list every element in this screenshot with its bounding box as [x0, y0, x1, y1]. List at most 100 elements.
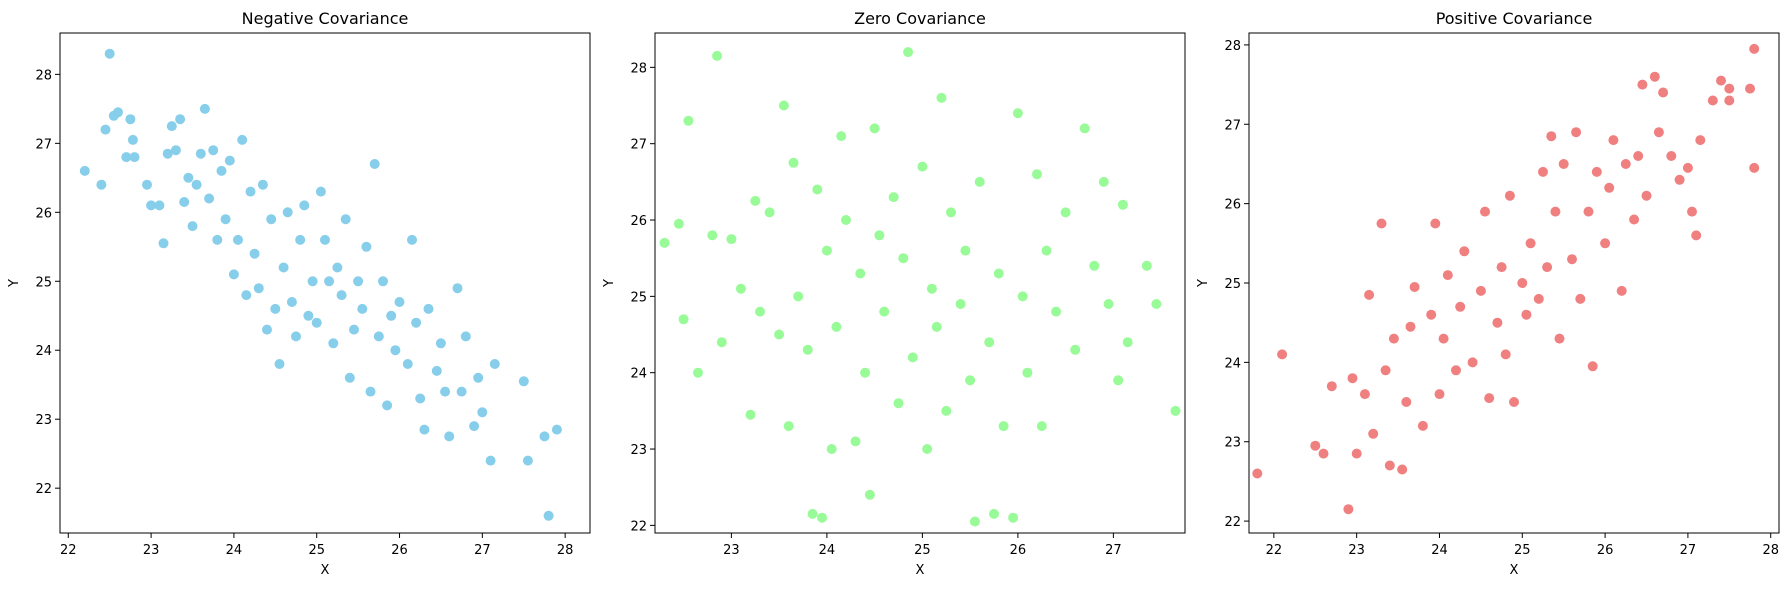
y-tick-label: 22: [630, 519, 647, 534]
subplot-positive-covariance: Positive Covariance 22 23 24 25 26 27 28 22 23 24…: [1196, 9, 1780, 578]
scatter-point: [208, 145, 219, 156]
scatter-point: [378, 276, 388, 287]
scatter-point: [456, 386, 467, 397]
scatter-point: [931, 321, 942, 332]
scatter-point: [774, 329, 785, 340]
scatter-point: [821, 245, 832, 256]
scatter-point: [1347, 373, 1358, 384]
x-tick-label: 23: [723, 543, 740, 558]
scatter-point: [431, 365, 442, 376]
x-tick-label: 24: [226, 543, 243, 558]
scatter-point: [1426, 309, 1437, 320]
scatter-point: [1451, 365, 1461, 376]
scatter-point: [1417, 420, 1428, 431]
scatter-point: [802, 344, 813, 355]
scatter-point: [1521, 309, 1532, 320]
scatter-point: [693, 367, 703, 378]
scatter-point: [96, 179, 107, 190]
scatter-point: [926, 283, 937, 294]
scatter-point: [850, 436, 861, 447]
scatter-point: [1600, 238, 1611, 249]
scatter-point: [1575, 293, 1586, 304]
scatter-point: [1583, 206, 1594, 217]
scatter-point: [750, 195, 761, 206]
scatter-point: [415, 393, 426, 404]
chart-title: Positive Covariance: [1436, 9, 1593, 28]
y-tick-label: 26: [1224, 198, 1241, 213]
axis-ticks-group: 22 23 24 25 26 27 28 22 23 24 25 26 27 28: [35, 68, 573, 558]
scatter-point: [1480, 206, 1490, 217]
scatter-point: [104, 48, 115, 59]
scatter-point: [955, 299, 966, 309]
scatter-point: [1558, 159, 1569, 169]
scatter-point: [917, 161, 928, 172]
scatter-point: [960, 245, 971, 256]
y-tick-label: 23: [630, 443, 647, 458]
scatter-point: [1716, 75, 1726, 86]
scatter-point: [888, 192, 899, 203]
y-tick-label: 22: [1224, 515, 1241, 530]
axis-ticks-group: 23 24 25 26 27 22 23 24 25 26 27 28: [630, 61, 1121, 558]
scatter-point: [1012, 108, 1023, 119]
scatter-point: [1409, 282, 1420, 292]
scatter-point: [299, 200, 310, 211]
scatter-point: [1649, 71, 1660, 82]
scatter-point: [1368, 428, 1379, 439]
scatter-point: [1546, 131, 1557, 142]
scatter-point: [233, 234, 243, 245]
scatter-point: [435, 338, 446, 349]
scatter-point: [551, 424, 562, 435]
scatter-point: [1492, 317, 1503, 328]
scatter-point: [1587, 361, 1598, 372]
scatter-point: [336, 290, 347, 301]
scatter-point: [1509, 397, 1519, 407]
scatter-point: [469, 421, 480, 432]
scatter-point: [1749, 43, 1760, 54]
scatter-point: [195, 148, 206, 159]
scatter-point: [1745, 83, 1755, 94]
chart-title: Zero Covariance: [854, 9, 986, 28]
y-tick-label: 25: [1224, 277, 1241, 292]
scatter-point: [237, 134, 248, 145]
scatter-point: [311, 317, 322, 328]
x-tick-label: 27: [474, 543, 491, 558]
y-tick-label: 28: [630, 61, 647, 76]
scatter-point: [1542, 262, 1553, 273]
scatter-point: [365, 386, 376, 397]
scatter-point: [158, 238, 169, 249]
scatter-point: [1538, 166, 1548, 177]
scatter-point: [1388, 333, 1399, 344]
scatter-point: [191, 179, 202, 190]
scatter-point: [170, 145, 181, 156]
scatter-point: [349, 324, 359, 335]
scatter-point: [278, 262, 289, 273]
scatter-point: [1455, 301, 1466, 312]
scatter-point: [249, 248, 260, 259]
scatter-point: [1310, 440, 1321, 451]
scatter-point: [1326, 381, 1337, 392]
scatter-point: [1017, 291, 1028, 302]
scatter-points-group: [659, 47, 1181, 527]
scatter-point: [286, 297, 297, 307]
y-tick-label: 23: [1224, 436, 1241, 451]
scatter-point: [1351, 448, 1362, 459]
scatter-point: [253, 283, 264, 294]
scatter-point: [864, 489, 875, 500]
scatter-point: [204, 193, 215, 204]
scatter-point: [382, 400, 393, 411]
y-tick-label: 27: [35, 137, 52, 152]
scatter-point: [373, 331, 384, 342]
x-tick-label: 25: [1514, 543, 1531, 558]
scatter-point: [1277, 349, 1288, 360]
scatter-point: [270, 303, 281, 314]
scatter-point: [1608, 135, 1619, 146]
scatter-point: [998, 421, 1009, 432]
scatter-point: [1666, 151, 1677, 161]
scatter-point: [129, 152, 140, 163]
y-tick-label: 24: [630, 367, 647, 382]
scatter-point: [295, 234, 306, 245]
scatter-point: [224, 155, 235, 166]
scatter-point: [993, 268, 1004, 279]
scatter-point: [1604, 182, 1615, 193]
x-tick-label: 22: [1266, 543, 1283, 558]
